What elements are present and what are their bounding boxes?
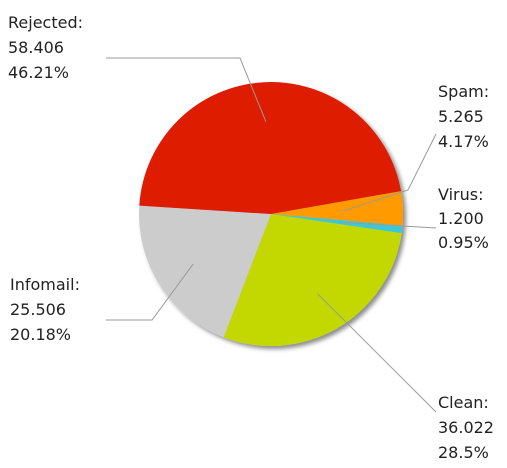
label-virus-name: Virus:	[438, 185, 483, 204]
leader-lines	[106, 57, 437, 413]
pie-slice-virus	[271, 214, 403, 234]
label-spam-percent: 4.17%	[438, 132, 489, 151]
label-clean-name: Clean:	[438, 393, 489, 412]
label-spam-name: Spam:	[438, 82, 489, 101]
slice-label-virus: Virus: 1.200 0.95%	[438, 185, 489, 252]
slice-label-spam: Spam: 5.265 4.17%	[438, 82, 489, 151]
label-virus-value: 1.200	[438, 209, 484, 228]
pie-slice-infomail	[139, 205, 271, 338]
label-infomail-percent: 20.18%	[10, 325, 71, 344]
label-infomail-name: Infomail:	[10, 275, 80, 294]
leader-line-clean	[317, 293, 437, 413]
label-rejected-percent: 46.21%	[8, 63, 69, 82]
label-virus-percent: 0.95%	[438, 233, 489, 252]
pie-slices	[139, 82, 403, 347]
label-spam-value: 5.265	[438, 107, 484, 126]
slice-label-infomail: Infomail: 25.506 20.18%	[10, 275, 80, 344]
leader-line-rejected	[106, 57, 267, 122]
leader-line-infomail	[106, 263, 194, 321]
slice-label-rejected: Rejected: 58.406 46.21%	[8, 13, 83, 82]
label-clean-percent: 28.5%	[438, 443, 489, 462]
label-rejected-value: 58.406	[8, 38, 64, 57]
slice-label-clean: Clean: 36.022 28.5%	[438, 393, 494, 462]
leader-line-virus	[343, 222, 437, 229]
leader-line-spam	[343, 133, 437, 212]
label-infomail-value: 25.506	[10, 300, 66, 319]
pie-slice-spam	[271, 191, 403, 226]
label-clean-value: 36.022	[438, 418, 494, 437]
label-rejected-name: Rejected:	[8, 13, 83, 32]
pie-slice-clean	[223, 214, 402, 347]
pie-slice-rejected	[139, 82, 401, 214]
